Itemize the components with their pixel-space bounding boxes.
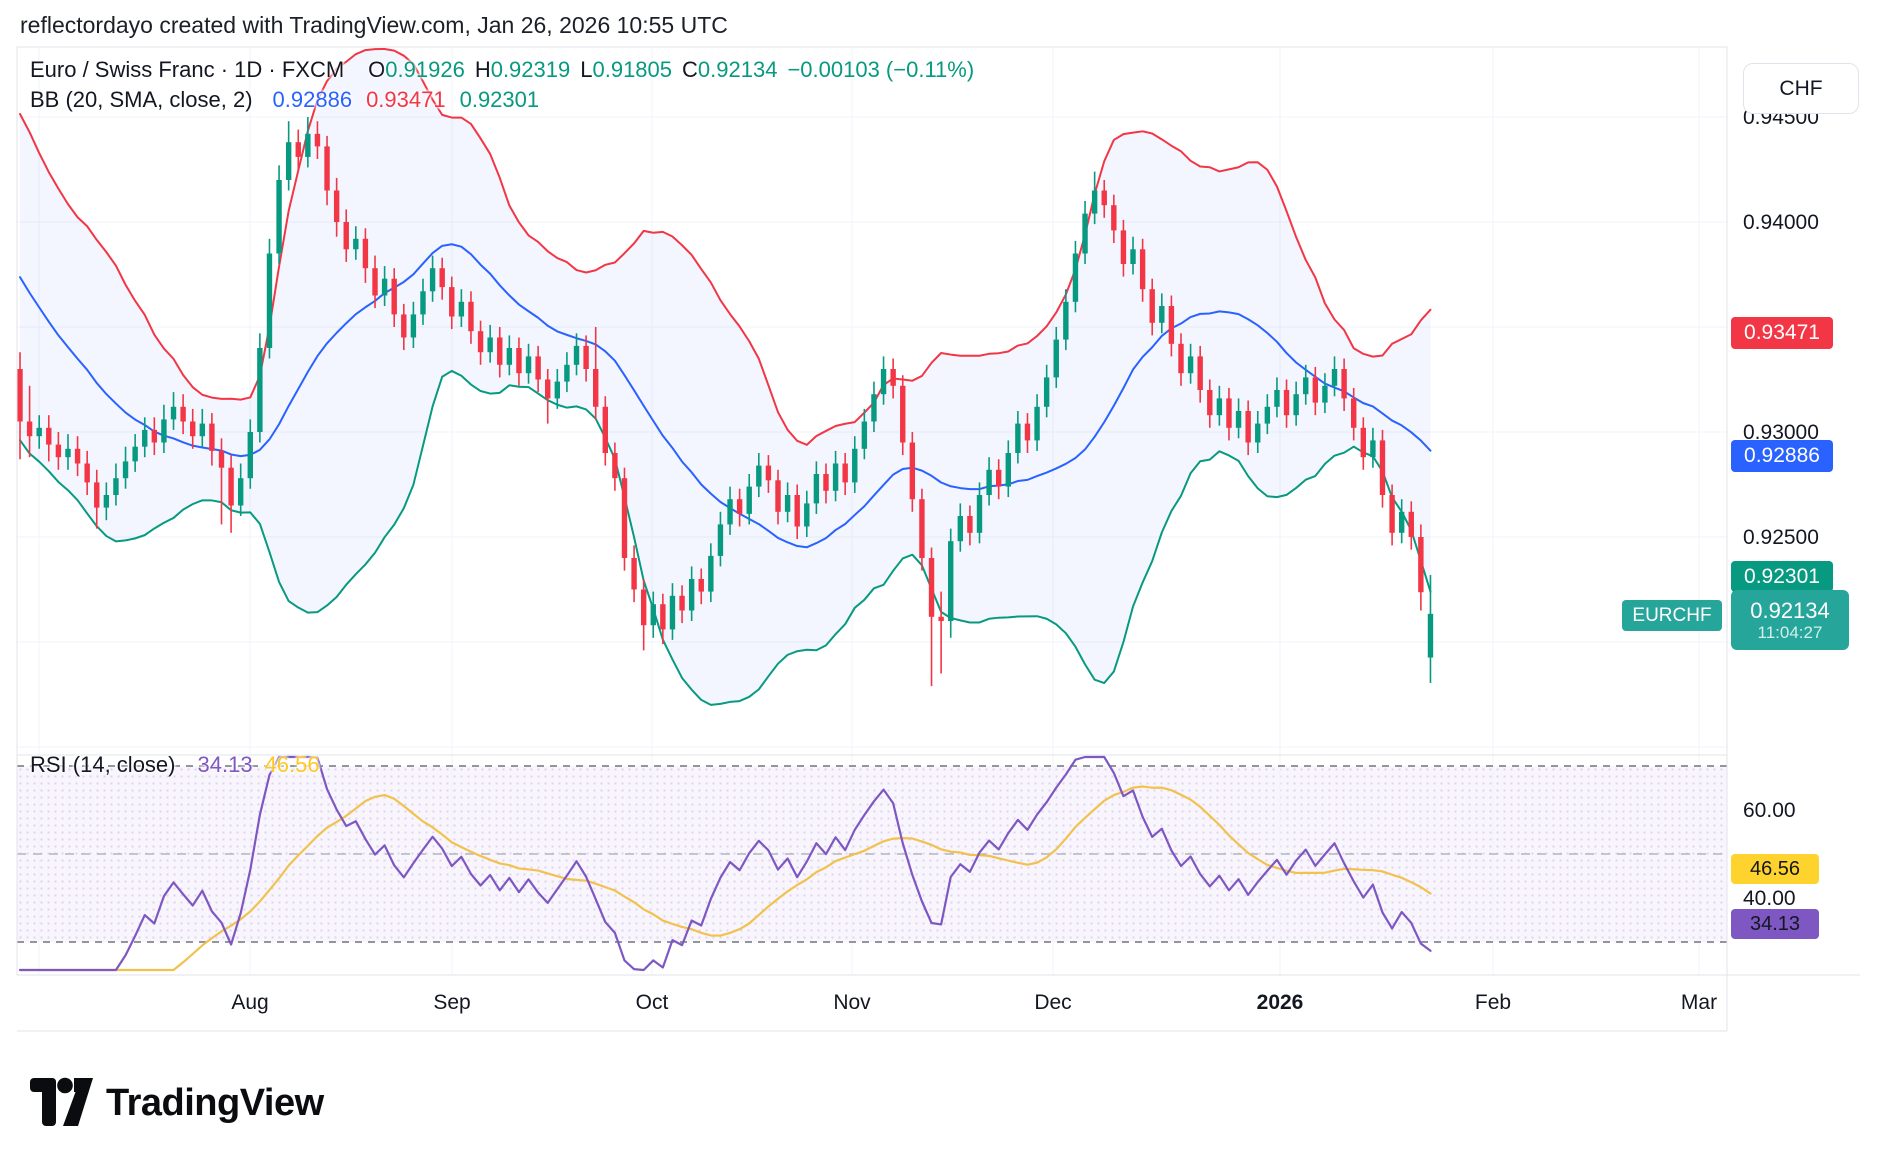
high-label: H: [474, 57, 491, 82]
close-value: 0.92134: [697, 57, 778, 82]
bar-countdown: 11:04:27: [1757, 622, 1823, 642]
last-price-badge: 0.92134 11:04:27: [1731, 590, 1849, 650]
tradingview-logo-text: TradingView: [106, 1081, 324, 1124]
price-label-093: 0.93000: [1743, 421, 1819, 444]
time-label-mar: Mar: [1680, 991, 1718, 1014]
bb-upper-badge: 0.93471: [1731, 317, 1833, 349]
rsi-label-40: 40.00: [1743, 887, 1796, 910]
time-label-feb: Feb: [1474, 991, 1512, 1014]
bollinger-name: BB (20, SMA, close, 2): [30, 87, 253, 112]
price-label-0925: 0.92500: [1743, 526, 1819, 549]
time-label-dec: Dec: [1034, 991, 1072, 1014]
price-label-094: 0.94000: [1743, 211, 1819, 234]
rsi-legend: RSI (14, close) 34.13 46.56: [30, 752, 320, 778]
bollinger-legend: BB (20, SMA, close, 2) 0.92886 0.93471 0.92…: [30, 87, 539, 113]
time-label-oct: Oct: [635, 991, 669, 1014]
time-label-nov: Nov: [833, 991, 871, 1014]
rsi-name: RSI (14, close): [30, 752, 176, 777]
low-label: L: [580, 57, 593, 82]
bb-basis-badge: 0.92886: [1731, 440, 1833, 472]
rsi-label-60: 60.00: [1743, 799, 1796, 822]
bb-lower-badge: 0.92301: [1731, 561, 1833, 592]
rsi-ma-badge: 46.56: [1731, 854, 1819, 884]
open-label: O: [368, 57, 386, 82]
currency-toggle-button[interactable]: CHF: [1743, 63, 1859, 114]
tradingview-logo[interactable]: TradingView: [28, 1076, 324, 1130]
bollinger-basis-value: 0.92886: [272, 87, 353, 112]
close-label: C: [682, 57, 698, 82]
tradingview-logo-icon: [30, 1077, 93, 1126]
symbol-title: Euro / Swiss Franc · 1D · FXCM: [30, 57, 345, 82]
attribution-text: reflectordayo created with TradingView.c…: [20, 12, 728, 38]
time-label-aug: Aug: [231, 991, 269, 1014]
bollinger-lower-value: 0.92301: [459, 87, 540, 112]
high-value: 0.92319: [490, 57, 571, 82]
open-value: 0.91926: [385, 57, 465, 82]
symbol-legend: Euro / Swiss Franc · 1D · FXCM O0.91926 H0…: [30, 57, 974, 83]
rsi-ma-value: 46.56: [264, 752, 320, 777]
last-price-value: 0.92134: [1750, 597, 1830, 623]
rsi-value: 34.13: [197, 752, 253, 777]
time-label-sep: Sep: [433, 991, 471, 1014]
bollinger-upper-value: 0.93471: [366, 87, 446, 112]
change-value: −0.00103 (−0.11%): [787, 57, 975, 82]
rsi-value-badge: 34.13: [1731, 909, 1819, 939]
symbol-name-badge: EURCHF: [1622, 600, 1722, 631]
low-value: 0.91805: [592, 57, 673, 82]
time-label-2026: 2026: [1256, 991, 1304, 1014]
